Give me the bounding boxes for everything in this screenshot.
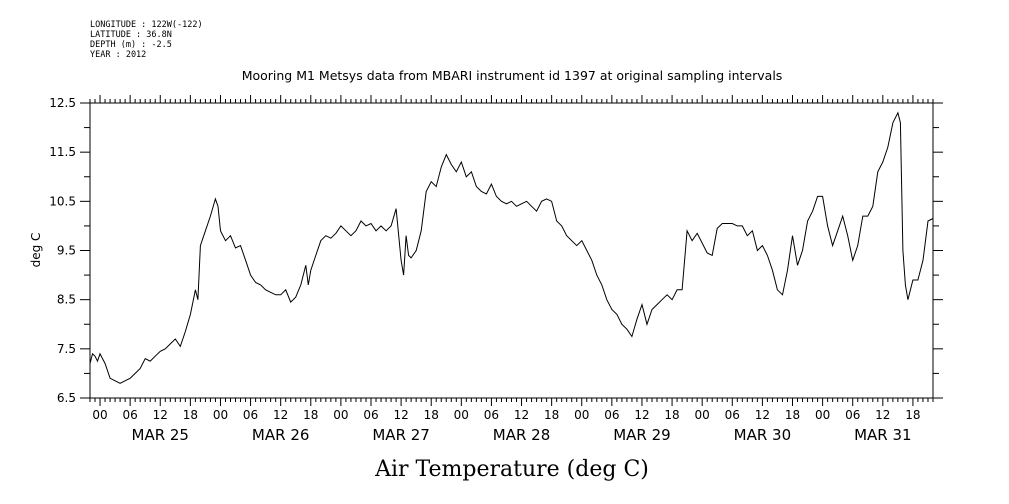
x-hour-label: 06 — [123, 408, 138, 422]
axis-ticks — [80, 95, 943, 406]
chart-title: Mooring M1 Metsys data from MBARI instru… — [242, 68, 783, 83]
x-day-label: MAR 28 — [493, 426, 550, 444]
x-day-label: MAR 30 — [734, 426, 791, 444]
x-day-label: MAR 27 — [372, 426, 429, 444]
x-hour-label: 18 — [664, 408, 679, 422]
x-hour-label: 00 — [333, 408, 348, 422]
x-hour-label: 00 — [92, 408, 107, 422]
y-tick-label: 11.5 — [49, 145, 76, 159]
x-hour-label: 12 — [755, 408, 770, 422]
x-hour-label: 06 — [725, 408, 740, 422]
x-day-label: MAR 29 — [613, 426, 670, 444]
x-day-label: MAR 26 — [252, 426, 309, 444]
x-hour-label: 00 — [815, 408, 830, 422]
x-hour-label: 06 — [484, 408, 499, 422]
series-line — [89, 111, 934, 384]
meta-year: YEAR : 2012 — [90, 50, 147, 60]
x-hour-label: 18 — [183, 408, 198, 422]
x-tick-labels: 00 06 12 18 00 06 12 18 00 06 12 18 00 06 12 18 00 06 12 18… — [92, 408, 920, 422]
y-tick-labels: 6.5 7.5 8.5 9.5 10.5 11.5 12.5 — [49, 96, 76, 405]
x-hour-label: 12 — [875, 408, 890, 422]
y-tick-label: 6.5 — [57, 391, 76, 405]
x-hour-label: 06 — [845, 408, 860, 422]
y-tick-label: 8.5 — [57, 293, 76, 307]
x-hour-label: 00 — [454, 408, 469, 422]
y-tick-label: 7.5 — [57, 342, 76, 356]
x-hour-label: 00 — [695, 408, 710, 422]
plot-frame — [89, 102, 934, 399]
y-tick-label: 12.5 — [49, 96, 76, 110]
x-hour-label: 18 — [303, 408, 318, 422]
x-day-label: MAR 25 — [132, 426, 189, 444]
x-hour-label: 12 — [393, 408, 408, 422]
x-hour-label: 06 — [243, 408, 258, 422]
x-hour-label: 12 — [514, 408, 529, 422]
x-axis-title: Air Temperature (deg C) — [374, 457, 649, 482]
meta-latitude: LATITUDE : 36.8N — [90, 30, 172, 40]
x-hour-label: 18 — [785, 408, 800, 422]
x-hour-label: 06 — [363, 408, 378, 422]
x-hour-label: 00 — [574, 408, 589, 422]
x-hour-label: 12 — [273, 408, 288, 422]
x-hour-label: 18 — [424, 408, 439, 422]
x-hour-label: 06 — [604, 408, 619, 422]
x-hour-label: 12 — [153, 408, 168, 422]
x-hour-label: 18 — [905, 408, 920, 422]
y-axis-label: deg C — [29, 233, 43, 268]
day-labels: MAR 25 MAR 26 MAR 27 MAR 28 MAR 29 MAR 30 MAR … — [132, 426, 912, 444]
x-hour-label: 18 — [544, 408, 559, 422]
metadata-block: LONGITUDE : 122W(-122) LATITUDE : 36.8N … — [90, 20, 203, 60]
x-hour-label: 00 — [213, 408, 228, 422]
meta-longitude: LONGITUDE : 122W(-122) — [90, 20, 203, 30]
y-tick-label: 9.5 — [57, 244, 76, 258]
y-tick-label: 10.5 — [49, 194, 76, 208]
x-day-label: MAR 31 — [854, 426, 911, 444]
x-hour-label: 12 — [634, 408, 649, 422]
meta-depth: DEPTH (m) : -2.5 — [90, 40, 172, 50]
